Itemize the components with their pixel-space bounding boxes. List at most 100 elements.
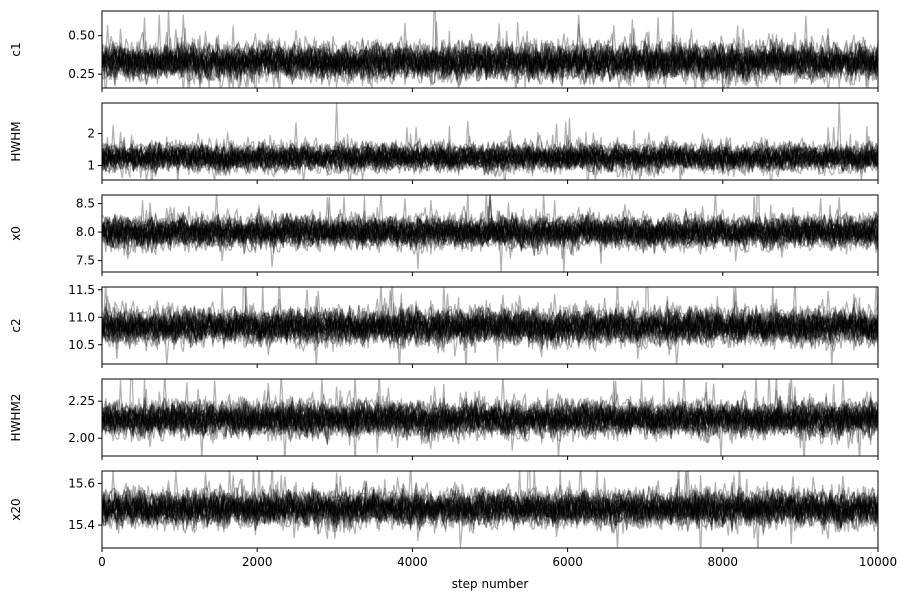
walker-trace — [102, 379, 878, 441]
walker-trace — [102, 27, 878, 88]
walker-trace — [102, 21, 878, 88]
walker-trace — [102, 298, 878, 360]
walker-trace — [102, 471, 878, 534]
walker-trace — [102, 32, 878, 88]
walker-trace — [102, 138, 878, 180]
y-axis-label: HWHM — [9, 121, 23, 161]
walker-trace — [102, 139, 878, 176]
walker-trace — [102, 488, 878, 532]
walker-trace — [102, 287, 878, 349]
walker-trace — [102, 129, 878, 180]
walker-trace — [102, 196, 878, 262]
walker-trace — [102, 213, 878, 253]
y-tick-label: 0.50 — [68, 29, 95, 43]
walker-trace — [102, 471, 878, 534]
y-axis-label: x20 — [9, 498, 23, 520]
walker-trace — [102, 480, 878, 529]
y-axis-label: HWHM2 — [9, 394, 23, 442]
walker-trace — [102, 127, 878, 177]
walker-trace — [102, 118, 878, 175]
walker-trace — [102, 299, 878, 352]
walker-trace — [102, 18, 878, 87]
walker-trace — [102, 379, 878, 456]
walker-trace — [102, 481, 878, 534]
walker-trace — [102, 381, 878, 444]
walker-trace — [102, 126, 878, 177]
walker-trace — [102, 293, 878, 357]
y-tick-label: 11.5 — [68, 283, 95, 297]
walker-trace — [102, 480, 878, 535]
walker-trace — [102, 297, 878, 354]
panel-hwhm: 1 2 HWHM — [9, 102, 879, 184]
walker-trace — [102, 287, 878, 351]
walker-trace — [102, 471, 878, 533]
walker-trace — [102, 383, 878, 441]
walker-trace — [102, 472, 878, 538]
walker-trace — [102, 14, 878, 88]
walker-trace — [102, 33, 878, 83]
panel-frame — [101, 10, 879, 89]
walker-trace — [102, 379, 878, 442]
walker-trace — [102, 195, 878, 272]
walker-traces — [102, 11, 878, 88]
walker-trace — [102, 28, 878, 87]
walker-trace — [102, 120, 878, 180]
walker-trace — [102, 136, 878, 178]
walker-trace — [102, 294, 878, 352]
x-tick-label: 10000 — [859, 555, 897, 569]
walker-trace — [102, 480, 878, 535]
walker-trace — [102, 475, 878, 540]
walker-trace — [102, 195, 878, 251]
y-tick-label: 15.4 — [68, 518, 95, 532]
walker-trace — [102, 379, 878, 443]
y-axis-label: c2 — [9, 318, 23, 332]
walker-trace — [102, 27, 878, 88]
y-tick-label: 2.00 — [68, 431, 95, 445]
walker-trace — [102, 198, 878, 255]
walker-trace — [102, 35, 878, 88]
walker-trace — [102, 471, 878, 531]
walker-trace — [102, 287, 878, 351]
walker-trace — [102, 287, 878, 350]
walker-trace — [102, 381, 878, 449]
y-axis-label: c1 — [9, 42, 23, 56]
y-tick-label: 0.25 — [68, 67, 95, 81]
walker-trace — [102, 27, 878, 88]
walker-trace — [102, 287, 878, 364]
walker-trace — [102, 290, 878, 348]
walker-trace — [102, 482, 878, 536]
walker-trace — [102, 379, 878, 441]
walker-trace — [102, 31, 878, 86]
panels-group: 0.25 0.50 c1 1 2 HWHM 7.5 8.0 8.5 x0 10.5 11.0 11.5 c… — [9, 10, 897, 569]
walker-trace — [102, 35, 878, 86]
walker-trace — [102, 471, 878, 548]
walker-trace — [102, 35, 878, 87]
walker-trace — [102, 122, 878, 176]
walker-trace — [102, 379, 878, 442]
walker-trace — [102, 305, 878, 348]
walker-trace — [102, 33, 878, 88]
walker-trace — [102, 199, 878, 258]
walker-trace — [102, 197, 878, 255]
y-tick-label: 15.6 — [68, 476, 95, 490]
walker-trace — [102, 303, 878, 364]
y-tick-label: 8.5 — [76, 197, 95, 211]
walker-trace — [102, 296, 878, 364]
walker-trace — [102, 298, 878, 353]
y-tick-label: 2.25 — [68, 394, 95, 408]
walker-trace — [102, 212, 878, 259]
walker-trace — [102, 200, 878, 254]
walker-trace — [102, 391, 878, 445]
y-axis-label: x0 — [9, 226, 23, 241]
walker-trace — [102, 131, 878, 180]
x-tick-label: 6000 — [552, 555, 583, 569]
walker-trace — [102, 24, 878, 85]
walker-trace — [102, 287, 878, 352]
walker-trace — [102, 395, 878, 456]
walker-trace — [102, 394, 878, 446]
y-tick-label: 11.0 — [68, 310, 95, 324]
panel-c1: 0.25 0.50 c1 — [9, 10, 879, 92]
walker-trace — [102, 15, 878, 88]
walker-trace — [102, 471, 878, 548]
panel-frame — [101, 194, 879, 273]
